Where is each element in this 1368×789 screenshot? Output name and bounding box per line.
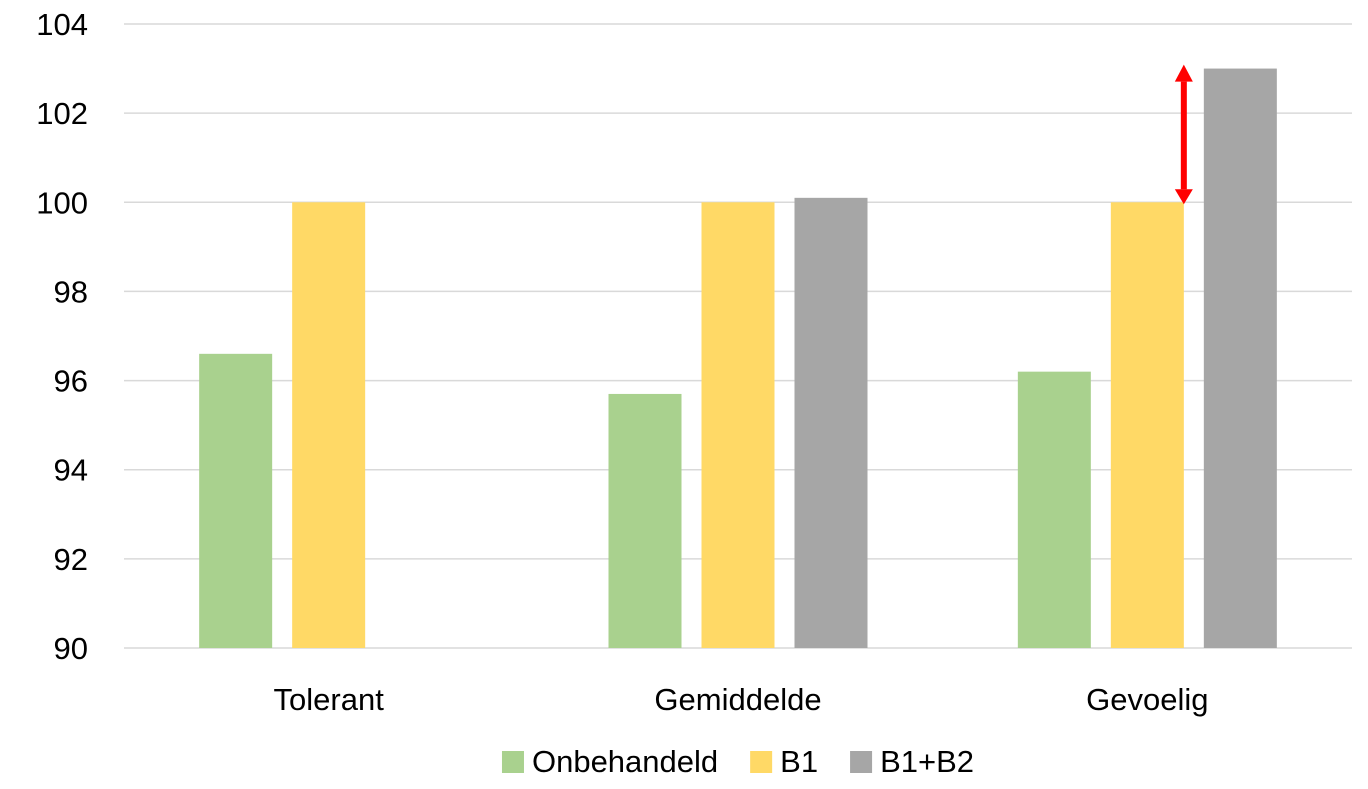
x-category-label: Gemiddelde — [654, 682, 821, 717]
legend-label: B1 — [780, 744, 818, 779]
bar-b1-gemiddelde — [701, 202, 775, 649]
bars — [199, 68, 1277, 649]
y-tick-label: 98 — [54, 274, 88, 309]
legend-swatch — [750, 751, 773, 773]
legend-label: B1+B2 — [880, 744, 974, 779]
legend-swatch — [850, 751, 873, 773]
bar-b1-b2-gemiddelde — [794, 197, 868, 649]
y-tick-label: 100 — [36, 185, 88, 220]
y-tick-label: 104 — [36, 7, 88, 42]
y-tick-label: 90 — [54, 631, 88, 666]
x-category-label: Gevoelig — [1086, 682, 1208, 717]
bar-b1-b2-gevoelig — [1203, 68, 1277, 649]
arrow-head-down — [1174, 189, 1193, 205]
y-tick-label: 96 — [54, 364, 88, 399]
x-axis-category-labels: Tolerant Gemiddelde Gevoelig — [274, 682, 1209, 717]
legend-item-onbehandeld: Onbehandeld — [501, 744, 718, 779]
x-category-label: Tolerant — [274, 682, 385, 717]
y-axis-tick-labels: 90 92 94 96 98 100 102 104 — [36, 7, 88, 666]
bar-onbehandeld-gemiddelde — [608, 393, 682, 648]
y-tick-label: 92 — [54, 542, 88, 577]
difference-annotation — [1174, 64, 1193, 205]
bar-b1-tolerant — [292, 202, 366, 649]
y-tick-label: 102 — [36, 96, 88, 131]
legend-item-b1: B1 — [750, 744, 818, 779]
y-tick-label: 94 — [54, 453, 88, 488]
bar-onbehandeld-tolerant — [199, 353, 273, 648]
bar-b1-gevoelig — [1110, 202, 1184, 649]
legend-label: Onbehandeld — [532, 744, 718, 779]
arrow-head-up — [1174, 64, 1193, 82]
bar-onbehandeld-gevoelig — [1017, 371, 1091, 648]
legend: Onbehandeld B1 B1+B2 — [501, 744, 974, 779]
legend-swatch — [501, 751, 524, 773]
legend-item-b1-b2: B1+B2 — [850, 744, 974, 779]
